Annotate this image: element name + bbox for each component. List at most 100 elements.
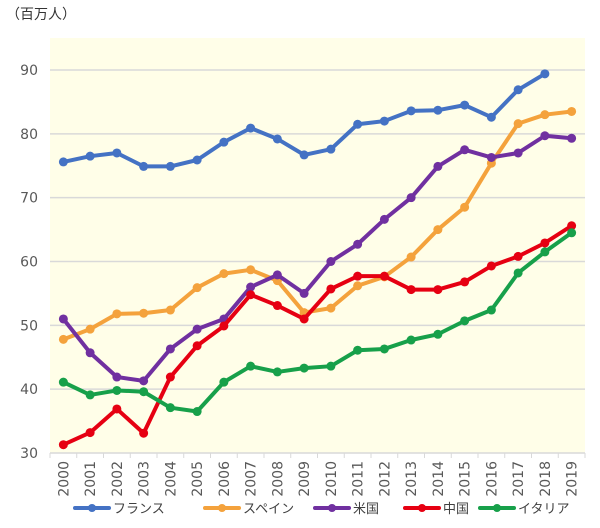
- legend-label: イタリア: [518, 502, 569, 517]
- data-point: [540, 131, 550, 141]
- data-point: [299, 288, 309, 298]
- data-point: [112, 385, 122, 395]
- x-tick-label: 2017: [511, 461, 527, 497]
- data-point: [192, 407, 202, 417]
- data-point: [433, 161, 443, 171]
- data-point: [58, 157, 68, 167]
- data-point: [299, 150, 309, 160]
- data-point: [112, 148, 122, 158]
- data-point: [406, 106, 416, 116]
- data-point: [486, 112, 496, 122]
- data-point: [353, 271, 363, 281]
- data-point: [85, 428, 95, 438]
- x-tick-label: 2019: [565, 461, 581, 497]
- data-point: [165, 344, 175, 354]
- data-point: [486, 152, 496, 162]
- data-point: [326, 361, 336, 371]
- data-point: [58, 314, 68, 324]
- data-point: [433, 329, 443, 339]
- x-tick-label: 2003: [137, 461, 153, 497]
- legend-marker: [418, 504, 426, 512]
- data-point: [513, 251, 523, 261]
- data-point: [406, 285, 416, 295]
- y-tick-label: 70: [20, 191, 38, 207]
- data-point: [540, 238, 550, 248]
- data-point: [567, 106, 577, 116]
- data-point: [567, 221, 577, 231]
- data-point: [165, 161, 175, 171]
- data-point: [460, 100, 470, 110]
- x-tick-label: 2015: [458, 461, 474, 497]
- data-point: [246, 265, 256, 275]
- data-point: [85, 348, 95, 358]
- y-tick-label: 60: [20, 255, 38, 271]
- data-point: [513, 85, 523, 95]
- x-tick-label: 2002: [110, 461, 126, 497]
- data-point: [433, 225, 443, 235]
- data-point: [139, 376, 149, 386]
- x-tick-label: 2000: [56, 461, 72, 497]
- data-point: [192, 341, 202, 351]
- x-tick-label: 2006: [217, 461, 233, 497]
- x-tick-label: 2010: [324, 461, 340, 497]
- x-tick-label: 2016: [484, 461, 500, 497]
- data-point: [379, 344, 389, 354]
- y-tick-label: 30: [20, 446, 38, 462]
- x-tick-label: 2001: [83, 461, 99, 497]
- x-tick-label: 2014: [431, 461, 447, 497]
- data-point: [246, 282, 256, 292]
- data-point: [139, 308, 149, 318]
- x-tick-label: 2012: [377, 461, 393, 497]
- data-point: [272, 367, 282, 377]
- data-point: [165, 372, 175, 382]
- legend-label: 中国: [443, 502, 469, 517]
- data-point: [272, 301, 282, 311]
- y-axis-unit-label: （百万人）: [6, 7, 76, 23]
- data-point: [326, 284, 336, 294]
- legend-marker: [493, 504, 501, 512]
- series-line: [61, 133, 574, 383]
- data-point: [112, 372, 122, 382]
- data-point: [540, 69, 550, 79]
- data-point: [219, 321, 229, 331]
- data-point: [219, 137, 229, 147]
- data-point: [379, 116, 389, 126]
- data-point: [165, 305, 175, 315]
- x-tick-label: 2013: [404, 461, 420, 497]
- x-tick-label: 2005: [190, 461, 206, 497]
- data-point: [540, 110, 550, 120]
- legend-label: フランス: [113, 502, 165, 517]
- data-point: [540, 247, 550, 257]
- legend-label: 米国: [353, 502, 379, 517]
- legend-marker: [218, 504, 226, 512]
- data-point: [112, 404, 122, 414]
- data-point: [353, 119, 363, 129]
- data-point: [513, 148, 523, 158]
- x-tick-label: 2004: [163, 461, 179, 497]
- data-point: [246, 123, 256, 133]
- data-point: [326, 144, 336, 154]
- data-point: [219, 377, 229, 387]
- data-point: [219, 269, 229, 279]
- data-point: [567, 133, 577, 143]
- legend-marker: [328, 504, 336, 512]
- data-point: [85, 390, 95, 400]
- data-point: [246, 361, 256, 371]
- y-tick-label: 50: [20, 318, 38, 334]
- data-point: [165, 403, 175, 413]
- x-tick-label: 2007: [244, 461, 260, 497]
- data-point: [379, 271, 389, 281]
- data-point: [406, 252, 416, 262]
- series-line: [61, 230, 574, 414]
- data-point: [58, 377, 68, 387]
- data-point: [460, 316, 470, 326]
- y-tick-label: 40: [20, 382, 38, 398]
- data-point: [58, 440, 68, 450]
- data-point: [192, 155, 202, 165]
- data-point: [567, 228, 577, 238]
- data-point: [433, 105, 443, 115]
- data-point: [406, 335, 416, 345]
- data-point: [139, 428, 149, 438]
- x-tick-label: 2008: [270, 461, 286, 497]
